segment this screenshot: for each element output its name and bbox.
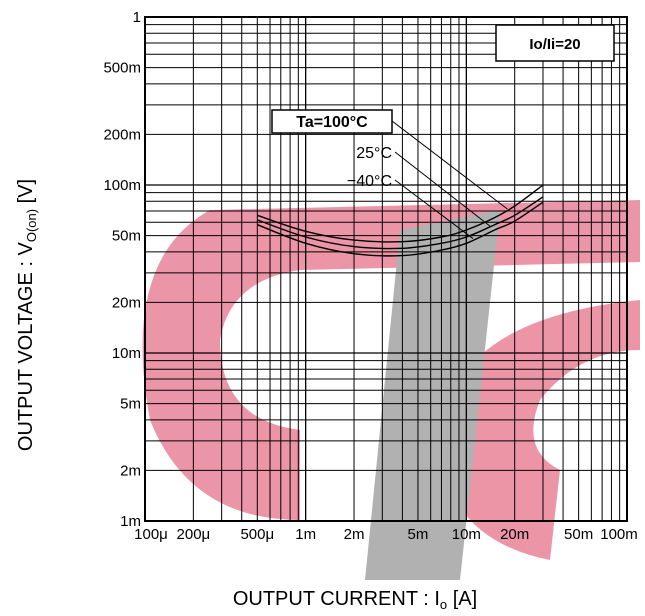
y-tick-label: 100m: [103, 177, 141, 194]
x-tick-label: 100μ: [134, 526, 168, 543]
y-tick-label: 1: [133, 9, 141, 26]
condition-box-text: Io/Ii=20: [529, 36, 580, 53]
x-tick-labels: 100μ 200μ 500μ 1m 2m 5m 10m 20m 50m 100m: [134, 526, 638, 543]
y-tick-label: 50m: [112, 228, 141, 245]
series-labels: Ta=100°C 25°C −40°C: [271, 109, 393, 190]
series-label-minus40c: −40°C: [347, 173, 392, 190]
x-tick-label: 1m: [295, 526, 316, 543]
x-tick-label: 100m: [600, 526, 638, 543]
series-label-25c: 25°C: [356, 145, 392, 162]
x-tick-label: 5m: [408, 526, 429, 543]
x-axis-title: OUTPUT CURRENT : Io [A]: [233, 588, 477, 612]
condition-box: Io/Ii=20: [495, 24, 615, 62]
series-line-0: [257, 184, 544, 243]
leader-lines: [391, 120, 508, 239]
x-tick-label: 2m: [344, 526, 365, 543]
leader-line-2: [394, 179, 474, 239]
y-tick-label: 2m: [120, 462, 141, 479]
series-line-2: [257, 201, 544, 257]
x-tick-label: 20m: [500, 526, 529, 543]
y-tick-label: 500m: [103, 60, 141, 77]
plot-frame: [144, 16, 628, 522]
curves: [257, 184, 544, 257]
y-tick-labels: 1 500m 200m 100m 50m 20m 10m 5m 2m 1m: [103, 9, 141, 530]
y-axis-title: OUTPUT VOLTAGE : VO(on) [V]: [15, 179, 39, 451]
x-tick-label: 10m: [452, 526, 481, 543]
y-tick-label: 5m: [120, 396, 141, 413]
y-tick-label: 200m: [103, 126, 141, 143]
grid: [144, 17, 627, 522]
y-tick-label: 10m: [112, 345, 141, 362]
leader-line-0: [391, 120, 508, 210]
x-tick-label: 50m: [564, 526, 593, 543]
leader-line-1: [394, 151, 491, 227]
y-tick-label: 1m: [120, 513, 141, 530]
series-line-1: [257, 196, 544, 250]
x-tick-label: 500μ: [240, 526, 274, 543]
series-label-100c: Ta=100°C: [296, 114, 368, 131]
x-tick-label: 200μ: [177, 526, 211, 543]
y-tick-label: 20m: [112, 294, 141, 311]
